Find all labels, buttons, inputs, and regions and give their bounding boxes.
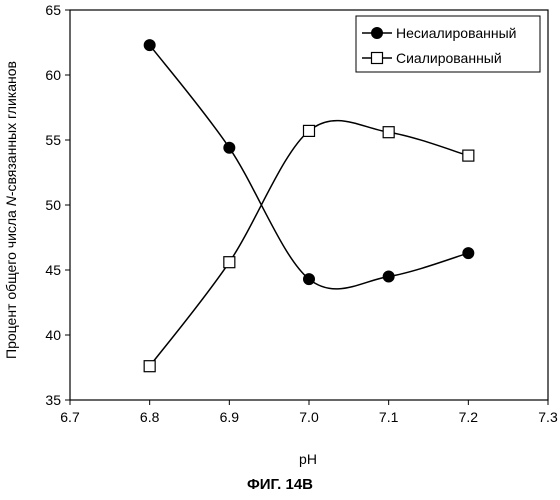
- series-line-1: [150, 121, 469, 367]
- y-tick-label: 55: [45, 132, 61, 148]
- legend: Несиалированный Сиалированный: [356, 16, 540, 72]
- legend-marker-0: [372, 28, 383, 39]
- data-point-1: [383, 127, 394, 138]
- data-point-1: [304, 125, 315, 136]
- y-tick-label: 35: [45, 392, 61, 408]
- data-point-0: [224, 142, 235, 153]
- x-tick-label: 7.3: [538, 409, 558, 425]
- data-point-0: [304, 274, 315, 285]
- data-point-1: [463, 150, 474, 161]
- x-tick-label: 7.2: [459, 409, 479, 425]
- y-axis-title: Процент общего числа N-связанных гликано…: [3, 61, 19, 359]
- legend-label-0: Несиалированный: [396, 25, 516, 41]
- x-tick-label: 6.7: [60, 409, 80, 425]
- chart-marks: [144, 40, 474, 372]
- y-tick-label: 45: [45, 262, 61, 278]
- legend-marker-1: [372, 53, 383, 64]
- data-point-1: [144, 361, 155, 372]
- y-tick-label: 65: [45, 2, 61, 18]
- x-tick-label: 7.1: [379, 409, 399, 425]
- chart: 6.7 6.8 6.9 7.0 7.1 7.2 7.3 35 40 45 50 55 60 65 Неси…: [0, 0, 560, 470]
- figure-caption: ФИГ. 14В: [0, 476, 560, 493]
- x-axis-title: pH: [299, 451, 317, 467]
- data-point-1: [224, 257, 235, 268]
- x-tick-label: 6.8: [140, 409, 160, 425]
- legend-label-1: Сиалированный: [396, 50, 502, 66]
- y-tick-label: 40: [45, 327, 61, 343]
- data-point-0: [144, 40, 155, 51]
- y-tick-label: 60: [45, 67, 61, 83]
- y-tick-label: 50: [45, 197, 61, 213]
- data-point-0: [463, 248, 474, 259]
- series-line-0: [150, 45, 469, 289]
- x-tick-label: 6.9: [220, 409, 240, 425]
- x-tick-label: 7.0: [299, 409, 319, 425]
- data-point-0: [383, 271, 394, 282]
